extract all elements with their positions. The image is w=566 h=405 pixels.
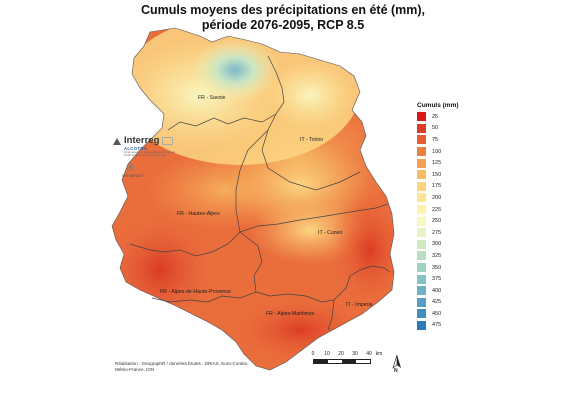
label-alpes-maritimes: FR - Alpes-Maritimes (266, 311, 315, 317)
legend-item: 400 (417, 285, 459, 297)
credits: Réalisation : GeographR / données brutes… (115, 361, 275, 373)
legend-item: 450 (417, 308, 459, 320)
legend-swatch (417, 251, 426, 261)
legend-item: 250 (417, 215, 459, 227)
legend-swatch (417, 158, 426, 168)
legend-swatch (417, 135, 426, 145)
legend-swatch (417, 239, 426, 249)
legend-item: 475 (417, 320, 459, 332)
legend-swatch (417, 297, 426, 307)
legend-label: 75 (432, 136, 439, 143)
legend-swatch (417, 147, 426, 157)
territory-outline (111, 27, 395, 371)
legend-label: 475 (432, 322, 442, 329)
legend-item: 50 (417, 123, 459, 135)
credits-line-2: Météo-France, IGN (115, 367, 155, 372)
legend-swatch (417, 123, 426, 133)
legend-swatch (417, 274, 426, 284)
eu-flag-icon (162, 137, 174, 145)
legend-swatch (417, 309, 426, 319)
label-imperia: IT - Imperia (346, 302, 373, 308)
scale-tick: 20 (338, 351, 344, 357)
legend-label: 350 (432, 264, 442, 271)
legend-item: 25 (417, 111, 459, 123)
label-torino: IT - Torino (300, 137, 324, 143)
legend-label: 250 (432, 218, 442, 225)
legend-swatch (417, 228, 426, 238)
legend-swatch (417, 216, 426, 226)
mitimpact-wordmark: MITIMPACT (122, 173, 144, 178)
scale-unit: km (375, 351, 383, 357)
legend-item: 200 (417, 192, 459, 204)
legend-label: 225 (432, 206, 442, 213)
label-hautes-alpes: FR - Hautes-Alpes (177, 211, 220, 217)
north-arrow: N (391, 354, 403, 375)
legend-item: 425 (417, 297, 459, 309)
legend-label: 375 (432, 276, 442, 283)
scale-tick: 40 (366, 351, 372, 357)
scale-tick: 0 (311, 351, 315, 357)
legend-rows: 25 50 75 100 125 150 175 200 225 250 275 300 325 350 3… (417, 111, 459, 331)
label-cuneo: IT - Cuneo (318, 230, 343, 236)
map-title: Cumuls moyens des précipitations en été … (0, 3, 566, 33)
legend-swatch (417, 193, 426, 203)
legend-swatch (417, 170, 426, 180)
legend-title: Cumuls (mm) (417, 102, 459, 109)
legend-label: 100 (432, 148, 442, 155)
alcotra-wordmark: ALCOTRA (124, 146, 148, 151)
precipitation-raster (112, 28, 394, 370)
interreg-star-icon (113, 137, 121, 145)
department-borders (129, 55, 391, 331)
legend-label: 25 (432, 113, 439, 120)
title-line-2: période 2076-2095, RCP 8.5 (201, 18, 365, 32)
scale-tick: 10 (324, 351, 330, 357)
legend-label: 275 (432, 229, 442, 236)
legend-item: 150 (417, 169, 459, 181)
title-line-1: Cumuls moyens des précipitations en été … (140, 3, 426, 17)
legend-item: 375 (417, 273, 459, 285)
legend-item: 225 (417, 204, 459, 216)
legend-item: 350 (417, 262, 459, 274)
legend-item: 100 (417, 146, 459, 158)
legend-swatch (417, 263, 426, 273)
legend-item: 175 (417, 181, 459, 193)
interreg-logo: Interreg ALCOTRA Fonds européen de dével… (112, 136, 176, 178)
scale-tick: 30 (352, 351, 358, 357)
legend-label: 450 (432, 310, 442, 317)
interreg-wordmark: Interreg (124, 135, 160, 146)
legend-item: 125 (417, 157, 459, 169)
logo-tagline-2: Fondo europeo di sviluppo regionale (124, 154, 166, 157)
legend-label: 400 (432, 287, 442, 294)
legend-label: 425 (432, 299, 442, 306)
legend-label: 50 (432, 125, 439, 132)
legend-item: 300 (417, 239, 459, 251)
legend-label: 125 (432, 160, 442, 167)
legend: Cumuls (mm) 25 50 75 100 125 150 175 200 225 250 2… (417, 102, 459, 331)
scale-bar-segments (313, 359, 371, 364)
legend-swatch (417, 205, 426, 215)
legend-swatch (417, 181, 426, 191)
legend-label: 175 (432, 183, 442, 190)
north-arrow-icon (392, 354, 401, 369)
credits-line-1: Réalisation : GeographR / données brutes… (115, 361, 249, 366)
legend-label: 300 (432, 241, 442, 248)
north-label: N (394, 368, 398, 374)
label-alpes-de-haute-provence: FR - Alpes-de-Haute-Provence (160, 289, 231, 295)
legend-item: 75 (417, 134, 459, 146)
scale-bar: 0 10 20 30 40 km (311, 351, 383, 364)
legend-swatch (417, 286, 426, 296)
scale-ticks: 0 10 20 30 40 km (311, 351, 383, 359)
logo-tagline-1: Fonds européen de développement régional (124, 151, 175, 154)
legend-label: 200 (432, 194, 442, 201)
legend-swatch (417, 320, 426, 330)
mitimpact-icon (126, 163, 134, 171)
legend-swatch (417, 112, 426, 122)
legend-item: 325 (417, 250, 459, 262)
legend-label: 150 (432, 171, 442, 178)
legend-label: 325 (432, 252, 442, 259)
legend-item: 275 (417, 227, 459, 239)
label-savoie: FR - Savoie (198, 95, 226, 101)
